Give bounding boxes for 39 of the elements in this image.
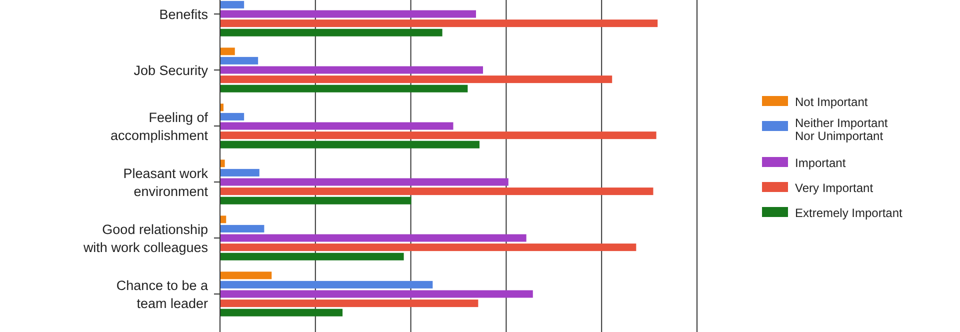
y-tick-label: Good relationship with work colleagues <box>82 222 208 255</box>
y-tick-label: Feeling of accomplishment <box>110 110 208 143</box>
legend-label: Not Important <box>795 95 868 109</box>
bar <box>220 112 244 120</box>
bar <box>220 84 468 92</box>
bar <box>220 272 272 280</box>
bar <box>220 0 244 8</box>
bar <box>220 280 433 288</box>
legend-label: Extremely Important <box>795 206 904 220</box>
legend-label: Very Important <box>795 181 874 195</box>
bar <box>220 178 508 186</box>
bar <box>220 66 484 74</box>
bar <box>220 168 260 176</box>
y-tick-label: Job Security <box>134 63 208 78</box>
bar <box>220 224 264 232</box>
bar <box>220 20 658 28</box>
bar <box>220 308 343 316</box>
bar <box>220 216 226 224</box>
bar <box>220 28 442 36</box>
y-tick-label: Benefits <box>159 7 208 22</box>
bar <box>220 290 533 298</box>
bar <box>220 252 404 260</box>
bar <box>220 76 612 84</box>
bar <box>220 140 480 148</box>
bar <box>220 244 636 252</box>
y-tick-label: Pleasant work environment <box>123 166 208 199</box>
legend-label: Important <box>795 156 846 170</box>
bar <box>220 196 412 204</box>
bar <box>220 234 526 242</box>
y-tick-label: Chance to be a team leader <box>116 278 208 311</box>
bar <box>220 56 258 64</box>
legend-label: Neither Important Nor Unimportant <box>795 116 888 143</box>
bar <box>220 122 454 130</box>
bar <box>220 160 225 168</box>
bar <box>220 132 656 140</box>
bar <box>220 300 478 308</box>
bar <box>220 188 654 196</box>
bar <box>220 10 476 18</box>
bar <box>220 48 235 56</box>
